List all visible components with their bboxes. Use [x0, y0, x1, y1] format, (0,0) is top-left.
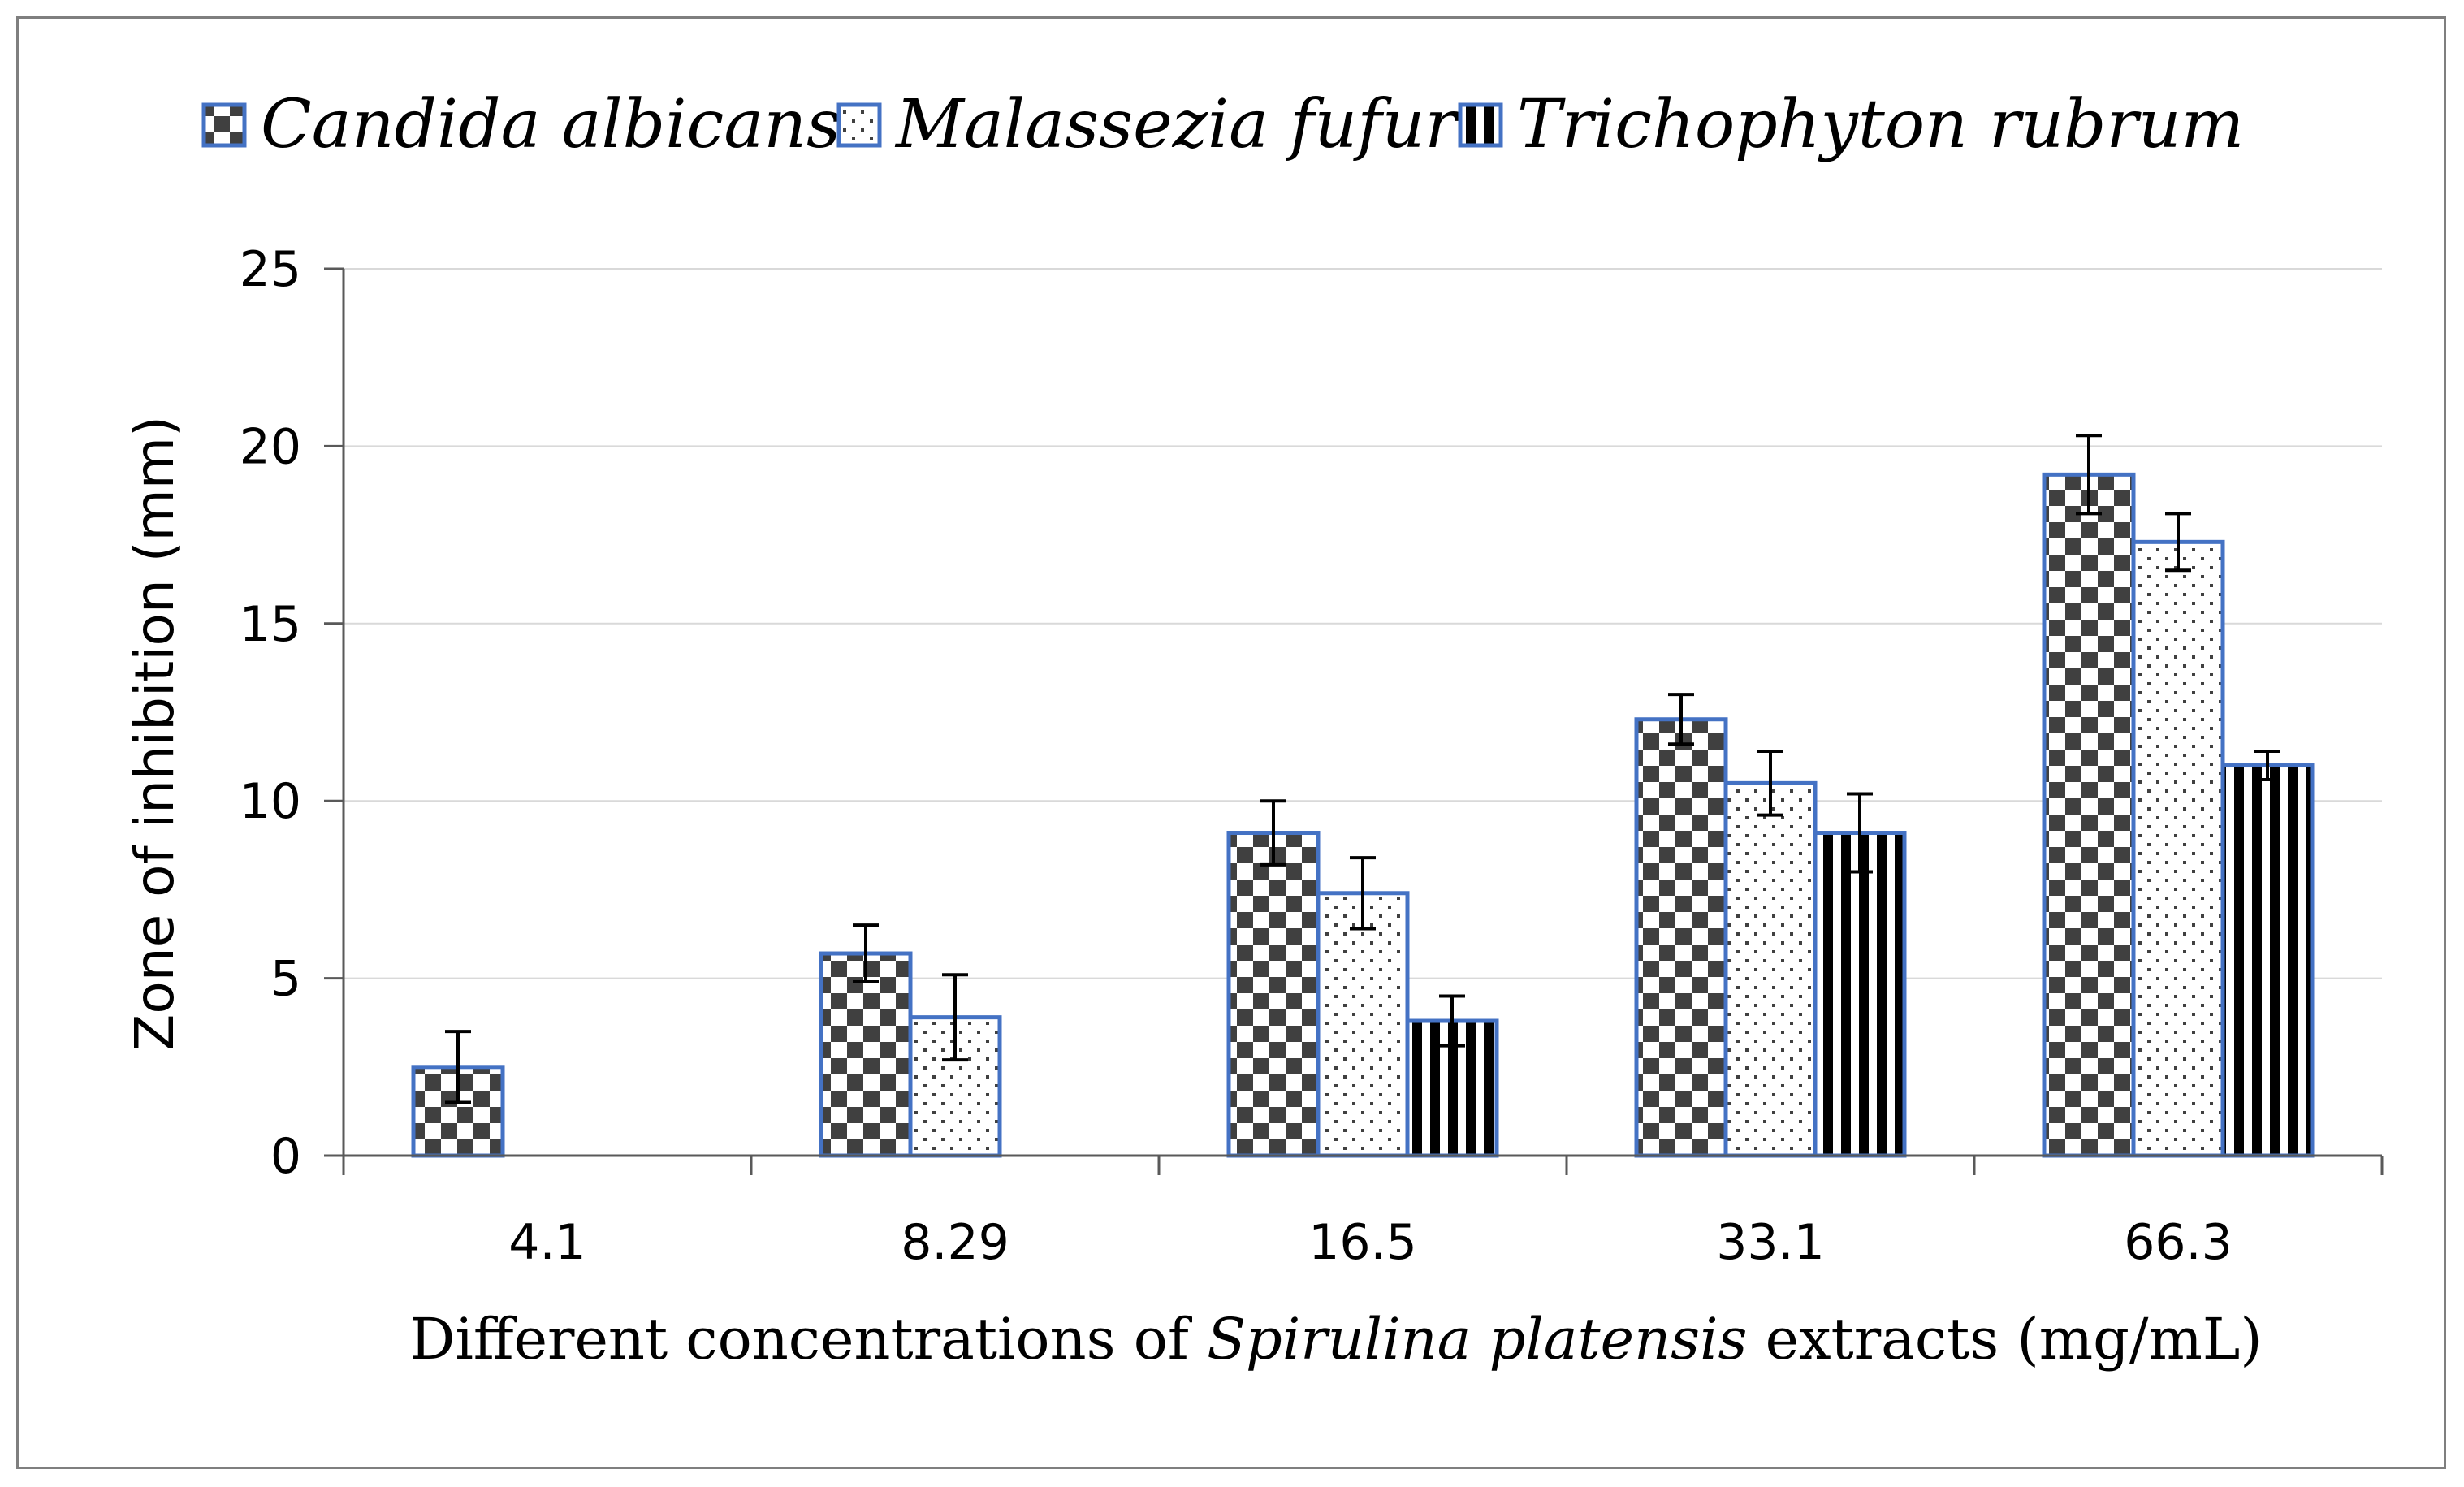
y-tick-label: 15 — [240, 596, 301, 653]
error-bar — [1668, 693, 1694, 746]
x-tick-labels: 4.1 8.29 16.5 33.1 66.3 — [508, 1214, 2233, 1271]
x-tick-label: 33.1 — [1716, 1214, 1825, 1271]
error-bar — [1757, 750, 1783, 817]
error-bar — [1847, 792, 1873, 874]
error-bars — [445, 434, 2280, 1104]
bar-checker-66.3 — [2042, 472, 2136, 1158]
error-bar — [1260, 799, 1286, 867]
bar-dots-66.3 — [2131, 539, 2225, 1158]
y-tick-label: 20 — [240, 418, 301, 475]
error-bar — [2165, 512, 2191, 573]
x-tick-label: 16.5 — [1308, 1214, 1417, 1271]
legend-label: Candida albicans — [261, 86, 841, 163]
bar-checker-33.1 — [1634, 717, 1728, 1158]
x-axis-title-suffix: extracts (mg/mL) — [1747, 1306, 2262, 1372]
bar-vstripes-33.1 — [1813, 831, 1907, 1158]
axes — [324, 267, 2384, 1175]
error-bar — [942, 973, 968, 1062]
error-bar — [445, 1030, 471, 1104]
x-tick-label: 66.3 — [2124, 1214, 2233, 1271]
legend-item-malassezia-fufur: Malassezia fufur — [836, 86, 1460, 163]
error-bar — [1439, 994, 1465, 1048]
legend-label: Malassezia fufur — [894, 86, 1460, 163]
x-tick-label: 8.29 — [901, 1214, 1009, 1271]
bar-vstripes-66.3 — [2220, 763, 2315, 1158]
x-axis-title-prefix: Different concentrations of — [409, 1306, 1207, 1372]
bar-checker-16.5 — [1226, 831, 1321, 1158]
bars — [411, 472, 2315, 1158]
y-tick-label: 10 — [240, 773, 301, 830]
error-bar — [2076, 434, 2102, 516]
x-axis-title-italic: Spirulina platensis — [1207, 1306, 1747, 1372]
legend-swatch-dots — [836, 102, 882, 148]
y-tick-labels: 0 5 10 15 20 25 — [240, 241, 301, 1185]
legend-swatch-vstripes — [1458, 102, 1503, 148]
error-bar — [853, 923, 879, 983]
legend-swatch-checker — [201, 102, 247, 148]
legend-item-candida-albicans: Candida albicans — [201, 86, 841, 163]
error-bar — [1350, 856, 1376, 931]
y-tick-label: 25 — [240, 241, 301, 298]
legend-item-trichophyton-rubrum: Trichophyton rubrum — [1458, 86, 2244, 163]
bar-checker-8.29 — [819, 951, 913, 1158]
legend: Candida albicans Malassezia fufur Tricho… — [201, 86, 2244, 163]
error-bar — [2254, 750, 2280, 781]
y-tick-label: 5 — [270, 951, 301, 1008]
bar-dots-33.1 — [1723, 780, 1818, 1158]
bar-dots-16.5 — [1316, 891, 1410, 1158]
bar-chart: Candida albicans Malassezia fufur Tricho… — [123, 86, 2384, 1372]
y-axis-title: Zone of inhibition (mm) — [123, 416, 186, 1051]
legend-label: Trichophyton rubrum — [1517, 86, 2244, 163]
y-tick-label: 0 — [270, 1128, 301, 1185]
chart-frame: Candida albicans Malassezia fufur Tricho… — [16, 16, 2446, 1469]
x-tick-label: 4.1 — [508, 1214, 586, 1271]
x-axis-title: Different concentrations of Spirulina pl… — [409, 1306, 2262, 1372]
